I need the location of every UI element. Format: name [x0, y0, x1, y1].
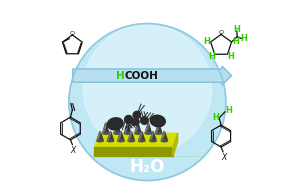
Text: O: O [70, 31, 75, 36]
Ellipse shape [145, 132, 152, 134]
Ellipse shape [161, 140, 168, 142]
Text: H: H [232, 36, 239, 46]
Polygon shape [95, 133, 178, 147]
Polygon shape [145, 123, 152, 133]
Polygon shape [97, 131, 100, 141]
Polygon shape [103, 123, 109, 133]
Ellipse shape [107, 118, 123, 130]
Polygon shape [139, 131, 142, 141]
Ellipse shape [128, 140, 134, 142]
Text: COOH: COOH [125, 71, 159, 81]
Polygon shape [161, 131, 164, 141]
Polygon shape [150, 131, 153, 141]
Text: H: H [208, 52, 215, 61]
Text: X: X [221, 153, 227, 162]
Polygon shape [114, 123, 117, 133]
Circle shape [83, 25, 212, 153]
Ellipse shape [150, 115, 165, 127]
Polygon shape [128, 131, 134, 141]
Text: H: H [228, 52, 234, 61]
Ellipse shape [103, 132, 109, 134]
Ellipse shape [132, 119, 139, 125]
Polygon shape [145, 123, 148, 133]
Ellipse shape [97, 140, 103, 142]
Polygon shape [124, 123, 128, 133]
FancyArrow shape [73, 66, 232, 85]
Ellipse shape [118, 140, 124, 142]
Polygon shape [150, 131, 156, 141]
Polygon shape [135, 123, 141, 133]
Text: H: H [240, 34, 247, 43]
Text: H: H [212, 113, 219, 122]
Ellipse shape [125, 115, 132, 123]
Text: H: H [225, 106, 233, 115]
Ellipse shape [135, 132, 141, 134]
Polygon shape [156, 123, 159, 133]
Polygon shape [124, 123, 131, 133]
Ellipse shape [141, 117, 148, 124]
Text: H: H [116, 71, 125, 81]
Polygon shape [128, 131, 131, 141]
Polygon shape [118, 131, 124, 141]
Circle shape [69, 24, 226, 180]
Text: H: H [203, 36, 210, 46]
Polygon shape [139, 131, 145, 141]
Polygon shape [173, 133, 178, 156]
Ellipse shape [124, 132, 131, 134]
Ellipse shape [107, 140, 114, 142]
Polygon shape [103, 123, 106, 133]
Ellipse shape [114, 132, 120, 134]
Text: H₂O: H₂O [130, 158, 165, 176]
Ellipse shape [133, 111, 141, 119]
Ellipse shape [156, 132, 162, 134]
Polygon shape [107, 131, 111, 141]
Polygon shape [95, 147, 173, 156]
Polygon shape [107, 131, 114, 141]
Polygon shape [135, 123, 138, 133]
Polygon shape [114, 123, 120, 133]
Text: X: X [71, 146, 76, 155]
Polygon shape [97, 131, 103, 141]
Ellipse shape [150, 140, 156, 142]
Polygon shape [156, 123, 162, 133]
Polygon shape [118, 131, 121, 141]
Text: H: H [233, 25, 240, 34]
Text: O: O [219, 30, 224, 35]
Ellipse shape [139, 140, 145, 142]
Polygon shape [161, 131, 168, 141]
